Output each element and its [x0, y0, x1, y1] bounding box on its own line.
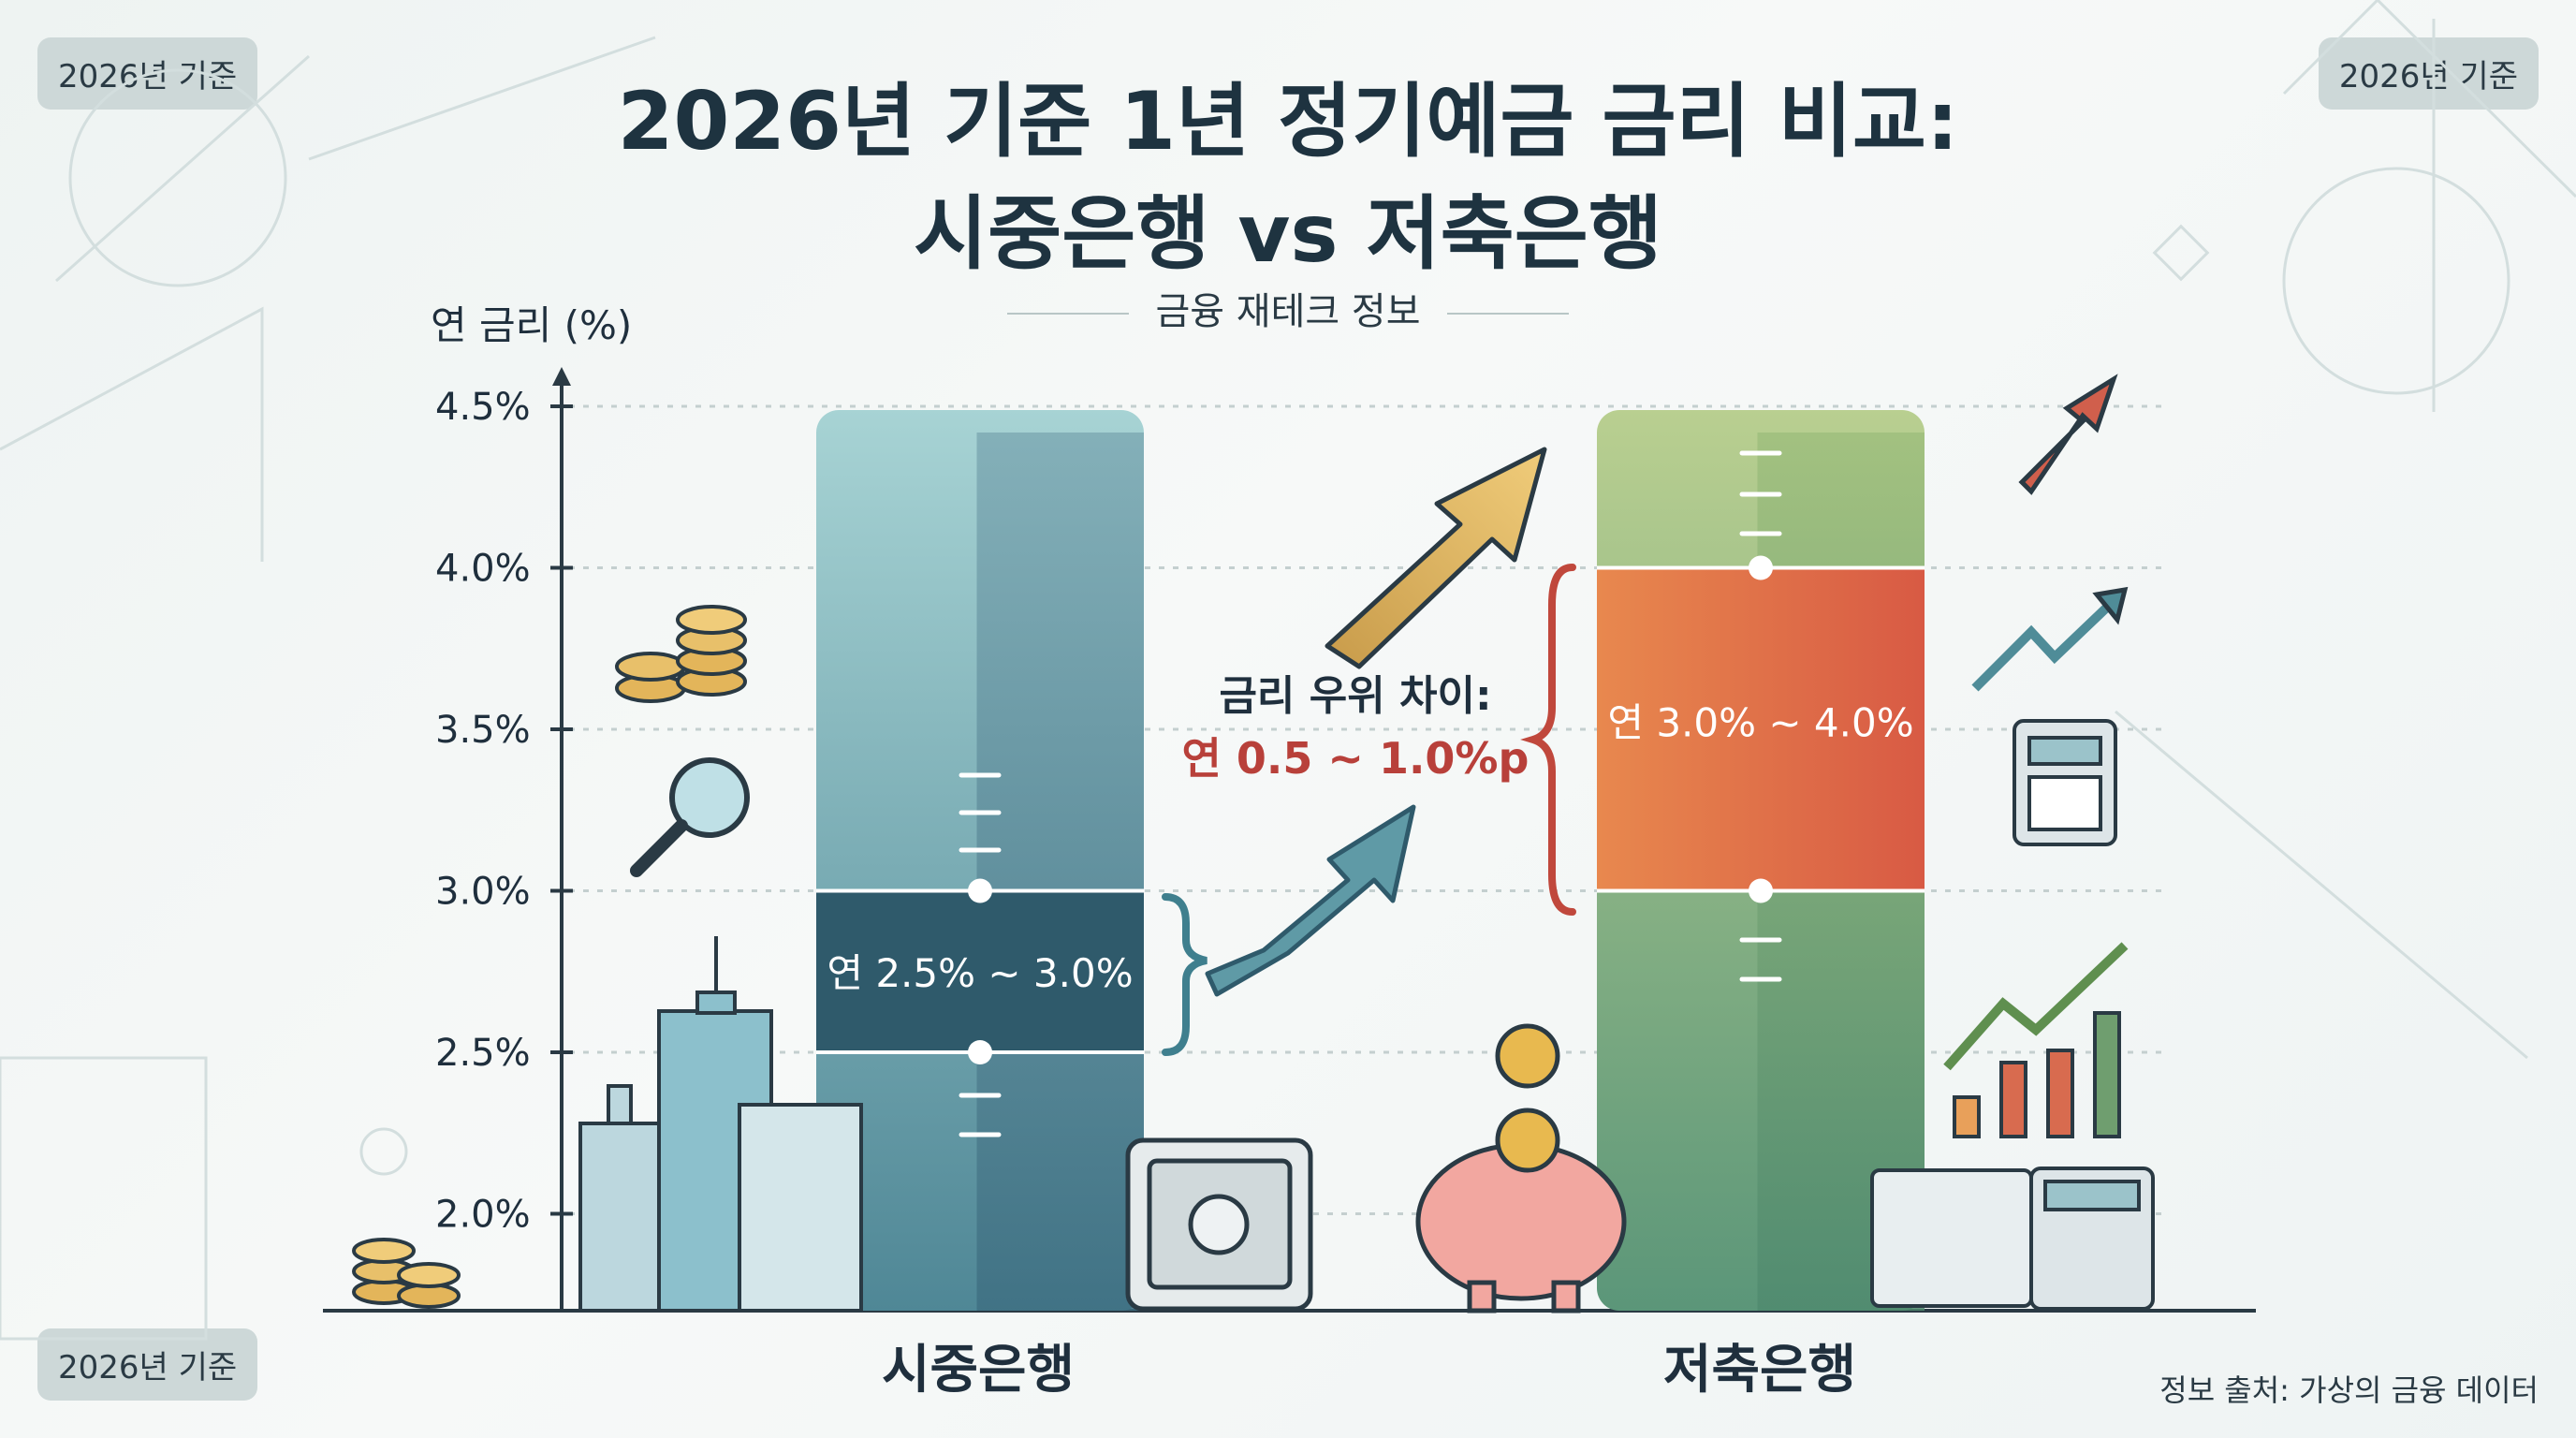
- subtitle-divider-right: [1446, 313, 1569, 315]
- safe-icon: [1125, 1137, 1313, 1312]
- piggy-bank-icon: [1415, 1023, 1627, 1313]
- coin-stack-icon: [615, 605, 747, 703]
- bar-savings-range-high-marker: [1749, 555, 1773, 580]
- year-badge-bottom-left: 2026년 기준: [37, 1328, 258, 1401]
- source-note: 정보 출처: 가상의 금융 데이터: [2159, 1372, 2539, 1408]
- y-tick-labels: 4.5% 4.0% 3.5% 3.0% 2.5% 2.0%: [435, 386, 531, 1237]
- calculator-card-icon: [1870, 1167, 2155, 1311]
- y-tick-label: 4.0%: [435, 548, 531, 591]
- brace-savings-icon: [1520, 564, 1576, 916]
- bar-bank-range-low-marker: [968, 1040, 992, 1064]
- coin-stack-small-icon: [352, 1238, 461, 1309]
- trend-arrow-icon: [1971, 586, 2129, 692]
- arrow-gold-icon: [1325, 447, 1547, 669]
- magnifier-icon: [630, 757, 750, 877]
- chart-title-line2: 시중은행 vs 저축은행: [913, 187, 1663, 281]
- year-badge-top-right: 2026년 기준: [2318, 37, 2539, 110]
- year-badge-top-left: 2026년 기준: [37, 37, 258, 110]
- bar-savings: 연 3.0% ~ 4.0%: [1597, 410, 1925, 1311]
- deco-line: [2115, 710, 2528, 1060]
- background-decoration: [0, 0, 2576, 1341]
- y-tick-label: 3.5%: [435, 709, 531, 752]
- y-axis-arrow-icon: [552, 367, 571, 386]
- deco-circle-icon: [2282, 167, 2510, 395]
- red-arrow-icon: [2018, 374, 2118, 495]
- bar-bank-shade: [976, 433, 1144, 1311]
- difference-annotation-value: 연 0.5 ~ 1.0%p: [1182, 733, 1530, 784]
- bar-bank-range-high-marker: [968, 878, 992, 903]
- calculator-icon: [2012, 719, 2117, 846]
- y-tick-label: 4.5%: [435, 386, 531, 429]
- chart-subtitle: 금융 재테크 정보: [0, 281, 2576, 335]
- chart-title: 2026년 기준 1년 정기예금 금리 비교: 시중은행 vs 저축은행: [0, 66, 2576, 290]
- bar-bank-range-label: 연 2.5% ~ 3.0%: [827, 950, 1133, 996]
- y-tick-label: 3.0%: [435, 871, 531, 914]
- bar-savings-range: [1597, 567, 1925, 891]
- y-tick-label: 2.0%: [435, 1194, 531, 1237]
- deco-line: [308, 36, 656, 161]
- bar-bank-range: [816, 890, 1144, 1052]
- bar-bank: 연 2.5% ~ 3.0%: [816, 410, 1144, 1311]
- difference-annotation-title: 금리 우위 차이:: [1219, 672, 1491, 720]
- category-label-savings: 저축은행: [1663, 1340, 1856, 1401]
- category-label-bank: 시중은행: [882, 1340, 1075, 1401]
- deco-frame-icon: [0, 1056, 208, 1341]
- y-axis-label: 연 금리 (%): [431, 302, 632, 348]
- arrow-teal-icon: [1205, 804, 1416, 997]
- subtitle-text: 금융 재테크 정보: [1155, 290, 1421, 333]
- deco-diamond-icon: [2152, 224, 2210, 282]
- bar-savings-range-low-marker: [1749, 878, 1773, 903]
- deco-line: [2282, 0, 2576, 198]
- deco-ring-icon: [359, 1127, 408, 1176]
- bar-savings-range-label: 연 3.0% ~ 4.0%: [1607, 700, 1913, 746]
- building-icon: [578, 936, 863, 1313]
- y-tick-label: 2.5%: [435, 1032, 531, 1075]
- growth-bars-icon: [1943, 942, 2129, 1138]
- deco-line: [55, 54, 310, 283]
- deco-circle-icon: [68, 68, 287, 287]
- brace-bank-icon: [1162, 893, 1208, 1056]
- chart-title-line1: 2026년 기준 1년 정기예금 금리 비교:: [617, 75, 1959, 169]
- deco-line: [0, 306, 264, 562]
- subtitle-divider-left: [1007, 313, 1130, 315]
